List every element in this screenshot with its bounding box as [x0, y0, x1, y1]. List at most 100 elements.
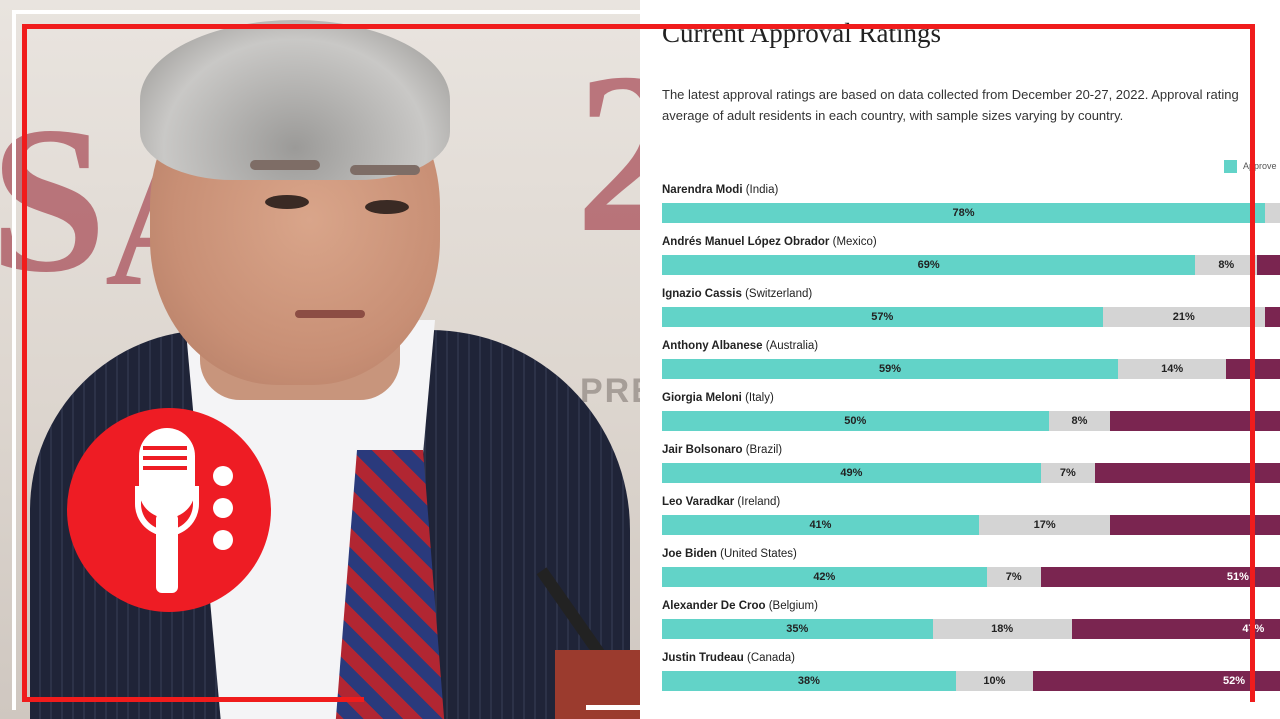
frame-white-bottom	[586, 705, 640, 710]
leader-name: Jair Bolsonaro	[662, 444, 743, 456]
leader-row: Giorgia Meloni (Italy) 50% 8%	[662, 388, 1280, 440]
remainder-bar	[1264, 307, 1280, 327]
leader-label: Anthony Albanese (Australia)	[662, 340, 818, 352]
leader-row: Justin Trudeau (Canada) 38% 10% 52%	[662, 648, 1280, 700]
leader-country: (Canada)	[743, 652, 795, 664]
leader-label: Ignazio Cassis (Switzerland)	[662, 288, 812, 300]
neutral-value-label: 10%	[983, 675, 1006, 687]
microphone-stand	[156, 513, 178, 593]
backdrop-text: PRE	[580, 372, 640, 410]
approve-value-label: 42%	[813, 571, 836, 583]
microphone-logo	[67, 408, 271, 612]
neutral-value-label: 14%	[1161, 363, 1184, 375]
leader-name: Andrés Manuel López Obrador	[662, 236, 830, 248]
neutral-bar: 14%	[1118, 359, 1227, 379]
brow	[350, 165, 420, 175]
leader-name: Ignazio Cassis	[662, 288, 742, 300]
neutral-value-label: 21%	[1172, 311, 1195, 323]
microphone-icon	[139, 428, 195, 518]
bar-track: 38% 10% 52%	[662, 671, 1280, 691]
microphone-grille	[143, 446, 187, 450]
leader-row: Narendra Modi (India) 78%	[662, 180, 1280, 232]
approve-value-label: 78%	[952, 207, 975, 219]
bar-track: 78%	[662, 203, 1280, 223]
leader-country: (Brazil)	[742, 444, 783, 456]
disapprove-value-label: 51%	[1226, 571, 1249, 583]
logo-dot	[213, 498, 233, 518]
remainder-bar	[1110, 411, 1280, 431]
frame-red-left	[22, 24, 27, 702]
leader-row: Alexander De Croo (Belgium) 35% 18% 47%	[662, 596, 1280, 648]
neutral-bar: 18%	[932, 619, 1072, 639]
hair	[140, 20, 450, 180]
leader-row: Joe Biden (United States) 42% 7% 51%	[662, 544, 1280, 596]
frame-red-right	[1250, 24, 1255, 702]
eye	[365, 200, 409, 214]
neutral-bar: 7%	[986, 567, 1041, 587]
neutral-bar: 7%	[1040, 463, 1095, 483]
leader-row: Anthony Albanese (Australia) 59% 14%	[662, 336, 1280, 388]
approve-bar: 41%	[662, 515, 979, 535]
approve-bar: 49%	[662, 463, 1041, 483]
chart-title: Current Approval Ratings	[662, 18, 941, 48]
leader-country: (Belgium)	[765, 600, 818, 612]
leader-name: Justin Trudeau	[662, 652, 744, 664]
neutral-bar: 8%	[1195, 255, 1258, 275]
leader-label: Leo Varadkar (Ireland)	[662, 496, 780, 508]
neutral-value-label: 17%	[1033, 519, 1056, 531]
remainder-bar	[1094, 463, 1280, 483]
leader-country: (Mexico)	[829, 236, 877, 248]
legend-swatch-approve	[1224, 160, 1237, 173]
leader-country: (Ireland)	[734, 496, 781, 508]
bar-track: 69% 8%	[662, 255, 1280, 275]
approve-bar: 50%	[662, 411, 1049, 431]
disapprove-bar: 47%	[1071, 619, 1280, 639]
bar-track: 57% 21%	[662, 307, 1280, 327]
approve-value-label: 57%	[871, 311, 894, 323]
leader-row: Ignazio Cassis (Switzerland) 57% 21%	[662, 284, 1280, 336]
microphone-grille	[143, 466, 187, 470]
remainder-bar	[1264, 203, 1280, 223]
frame-red-bottom	[22, 697, 364, 702]
neutral-value-label: 7%	[1005, 571, 1022, 583]
description-line-1: The latest approval ratings are based on…	[662, 87, 1239, 102]
neutral-bar: 17%	[978, 515, 1111, 535]
bar-track: 50% 8%	[662, 411, 1280, 431]
approve-value-label: 50%	[844, 415, 867, 427]
remainder-bar	[1257, 255, 1280, 275]
leader-country: (United States)	[716, 548, 797, 560]
leader-country: (Italy)	[741, 392, 774, 404]
leader-name: Giorgia Meloni	[662, 392, 742, 404]
approve-value-label: 35%	[786, 623, 809, 635]
frame-white-top	[12, 10, 640, 14]
approve-value-label: 69%	[917, 259, 940, 271]
backdrop-letter: 2	[575, 25, 640, 280]
chart-legend: Approve	[1224, 160, 1277, 173]
approve-bar: 59%	[662, 359, 1119, 379]
approve-value-label: 38%	[797, 675, 820, 687]
bar-track: 49% 7%	[662, 463, 1280, 483]
leader-label: Joe Biden (United States)	[662, 548, 797, 560]
leader-label: Andrés Manuel López Obrador (Mexico)	[662, 236, 877, 248]
approve-bar: 69%	[662, 255, 1196, 275]
frame-white-left	[12, 10, 16, 710]
leader-country: (India)	[742, 184, 779, 196]
chart-panel: Current Approval Ratings The latest appr…	[640, 0, 1280, 719]
leader-name: Leo Varadkar	[662, 496, 735, 508]
leader-row: Jair Bolsonaro (Brazil) 49% 7%	[662, 440, 1280, 492]
neutral-bar: 8%	[1048, 411, 1111, 431]
approve-value-label: 41%	[809, 519, 832, 531]
leader-row: Andrés Manuel López Obrador (Mexico) 69% 8…	[662, 232, 1280, 284]
neutral-bar: 21%	[1102, 307, 1265, 327]
approve-bar: 78%	[662, 203, 1265, 223]
neutral-value-label: 18%	[991, 623, 1014, 635]
description-line-2: average of adult residents in each count…	[662, 108, 1124, 123]
leader-label: Alexander De Croo (Belgium)	[662, 600, 818, 612]
neutral-value-label: 8%	[1071, 415, 1088, 427]
approve-bar: 42%	[662, 567, 987, 587]
bar-track: 35% 18% 47%	[662, 619, 1280, 639]
bar-track: 59% 14%	[662, 359, 1280, 379]
approve-bar: 38%	[662, 671, 956, 691]
leader-name: Anthony Albanese	[662, 340, 763, 352]
leader-country: (Australia)	[762, 340, 819, 352]
